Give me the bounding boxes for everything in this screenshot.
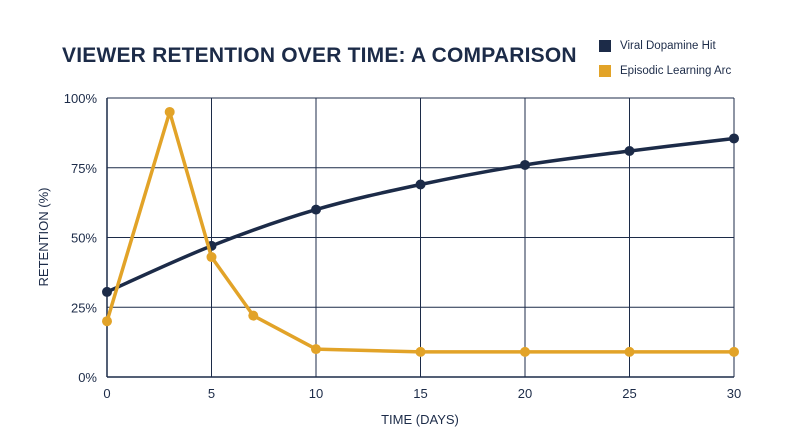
x-tick-label-25: 25 (622, 386, 636, 401)
y-tick-label-75: 75% (71, 161, 97, 176)
x-tick-label-5: 5 (208, 386, 215, 401)
data-point-viral-dopamine-hit-25 (624, 146, 635, 157)
y-tick-label-50: 50% (71, 231, 97, 246)
data-point-episodic-learning-arc-5 (206, 252, 217, 263)
legend-label-viral-dopamine-hit: Viral Dopamine Hit (620, 40, 716, 52)
data-point-viral-dopamine-hit-0 (102, 286, 112, 297)
x-tick-label-30: 30 (727, 386, 741, 401)
data-point-viral-dopamine-hit-10 (311, 204, 321, 215)
legend: Viral Dopamine Hit Episodic Learning Arc (599, 36, 731, 86)
data-point-viral-dopamine-hit-15 (415, 179, 426, 190)
x-tick-label-20: 20 (518, 386, 532, 401)
chart-title: VIEWER RETENTION OVER TIME: A COMPARISON (62, 44, 577, 67)
y-tick-label-100: 100% (64, 91, 98, 106)
tick-labels: 0 5 10 15 20 25 30 0% 25% 50% 75% 100% (64, 91, 741, 401)
data-point-episodic-learning-arc-20 (520, 346, 530, 357)
data-point-episodic-learning-arc-3 (164, 106, 175, 117)
y-axis-label: RETENTION (%) (36, 188, 51, 287)
x-tick-label-10: 10 (309, 386, 323, 401)
data-point-episodic-learning-arc-25 (624, 346, 635, 357)
legend-swatch-episodic-learning-arc (599, 65, 611, 77)
data-point-viral-dopamine-hit-30 (729, 133, 739, 144)
x-tick-label-0: 0 (103, 386, 110, 401)
data-point-viral-dopamine-hit-20 (520, 159, 530, 170)
legend-swatch-viral-dopamine-hit (599, 40, 611, 52)
y-tick-label-25: 25% (71, 300, 97, 315)
legend-label-episodic-learning-arc: Episodic Learning Arc (620, 65, 732, 77)
grid (107, 97, 735, 377)
data-point-episodic-learning-arc-15 (415, 346, 426, 357)
axes (106, 98, 734, 378)
series-layer (102, 106, 739, 357)
data-point-episodic-learning-arc-7 (248, 310, 259, 321)
legend-item-viral-dopamine-hit: Viral Dopamine Hit (599, 36, 731, 56)
y-tick-label-0: 0% (78, 370, 97, 385)
data-point-episodic-learning-arc-10 (311, 344, 321, 355)
data-point-episodic-learning-arc-0 (102, 316, 112, 327)
legend-item-episodic-learning-arc: Episodic Learning Arc (599, 61, 731, 81)
x-axis-label: TIME (DAYS) (381, 412, 459, 427)
data-point-episodic-learning-arc-30 (729, 346, 739, 357)
x-tick-label-15: 15 (413, 386, 427, 401)
